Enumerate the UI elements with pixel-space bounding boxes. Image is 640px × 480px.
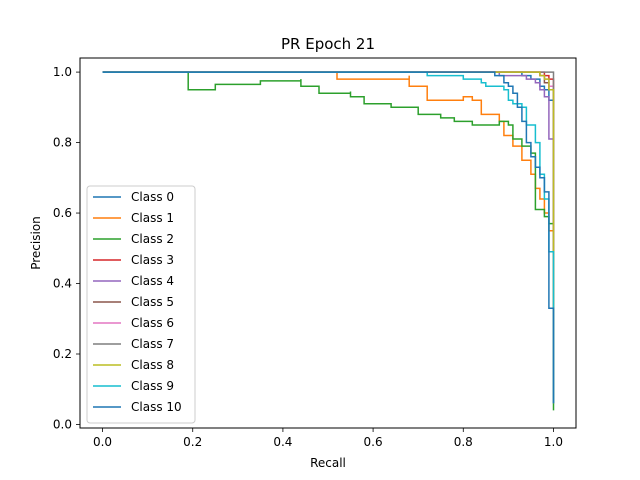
legend-label-class-0: Class 0 — [131, 190, 174, 204]
legend-label-class-1: Class 1 — [131, 211, 174, 225]
legend-label-class-10: Class 10 — [131, 400, 182, 414]
y-tick-label: 0.4 — [53, 277, 72, 291]
y-tick-label: 0.0 — [53, 417, 72, 431]
x-axis-ticks: 0.0 0.2 0.4 0.6 0.8 1.0 — [93, 428, 563, 449]
y-axis-label: Precision — [29, 216, 43, 270]
legend-label-class-3: Class 3 — [131, 253, 174, 267]
series-line-class-8 — [102, 71, 555, 404]
y-axis-ticks: 0.0 0.2 0.4 0.6 0.8 1.0 — [53, 65, 80, 431]
x-tick-label: 1.0 — [544, 435, 563, 449]
legend-label-class-9: Class 9 — [131, 379, 174, 393]
plot-frame — [79, 57, 577, 429]
plot-lines — [102, 71, 555, 411]
x-tick-label: 0.4 — [273, 435, 292, 449]
x-tick-label: 0.0 — [93, 435, 112, 449]
series-line-class-1 — [102, 71, 555, 404]
x-tick-label: 0.8 — [454, 435, 473, 449]
legend-label-class-7: Class 7 — [131, 337, 174, 351]
legend: Class 0 Class 1 Class 2 Class 3 Class 4 Class… — [86, 185, 196, 424]
series-line-class-10 — [102, 71, 555, 404]
legend-box — [86, 185, 196, 424]
y-tick-label: 0.8 — [53, 136, 72, 150]
legend-label-class-8: Class 8 — [131, 358, 174, 372]
y-tick-label: 0.2 — [53, 347, 72, 361]
legend-label-class-5: Class 5 — [131, 295, 174, 309]
series-line-class-9 — [102, 71, 555, 404]
x-tick-label: 0.2 — [183, 435, 202, 449]
chart-title: PR Epoch 21 — [281, 35, 375, 53]
legend-label-class-2: Class 2 — [131, 232, 174, 246]
legend-label-class-6: Class 6 — [131, 316, 174, 330]
x-axis-label: Recall — [310, 456, 346, 470]
x-tick-label: 0.6 — [364, 435, 383, 449]
series-line-class-2 — [102, 71, 555, 411]
legend-label-class-4: Class 4 — [131, 274, 174, 288]
y-tick-label: 0.6 — [53, 206, 72, 220]
y-tick-label: 1.0 — [53, 65, 72, 79]
